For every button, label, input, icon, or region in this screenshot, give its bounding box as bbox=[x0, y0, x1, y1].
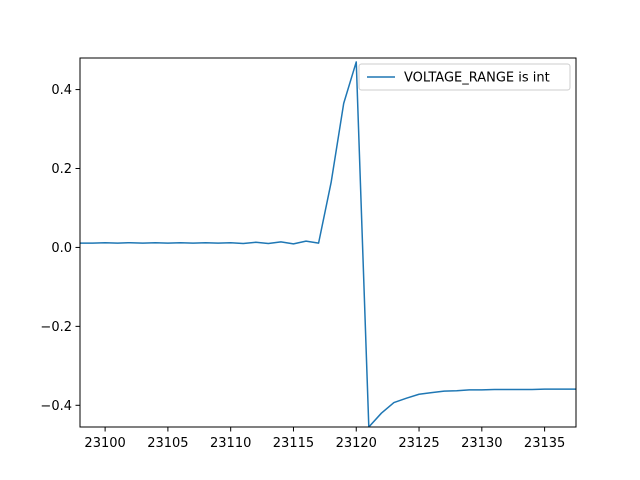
x-tick-label: 23110 bbox=[210, 436, 251, 451]
series-line bbox=[80, 61, 576, 427]
legend-label: VOLTAGE_RANGE is int bbox=[404, 71, 550, 86]
x-axis: 23100 23105 23110 23115 23120 23125 23130 23135 bbox=[84, 427, 565, 451]
series-group bbox=[80, 61, 576, 427]
x-tick-label: 23135 bbox=[524, 436, 565, 451]
x-tick-label: 23125 bbox=[398, 436, 439, 451]
y-tick-label: 0.4 bbox=[51, 83, 72, 98]
legend-box bbox=[358, 63, 571, 91]
y-tick-label: −0.4 bbox=[40, 399, 72, 414]
y-tick-label: 0.0 bbox=[51, 241, 72, 256]
plot-area bbox=[79, 57, 577, 428]
x-tick-label: 23100 bbox=[84, 436, 125, 451]
legend: VOLTAGE_RANGE is int bbox=[358, 63, 571, 91]
plot-frame bbox=[79, 57, 577, 428]
x-tick-label: 23105 bbox=[147, 436, 188, 451]
y-tick-label: 0.2 bbox=[51, 162, 72, 177]
y-axis: −0.4 −0.2 0.0 0.2 0.4 bbox=[40, 83, 80, 414]
y-tick-label: −0.2 bbox=[40, 320, 72, 335]
x-tick-label: 23120 bbox=[336, 436, 377, 451]
series-layer bbox=[80, 61, 576, 427]
x-tick-label: 23115 bbox=[273, 436, 314, 451]
x-tick-label: 23130 bbox=[461, 436, 502, 451]
